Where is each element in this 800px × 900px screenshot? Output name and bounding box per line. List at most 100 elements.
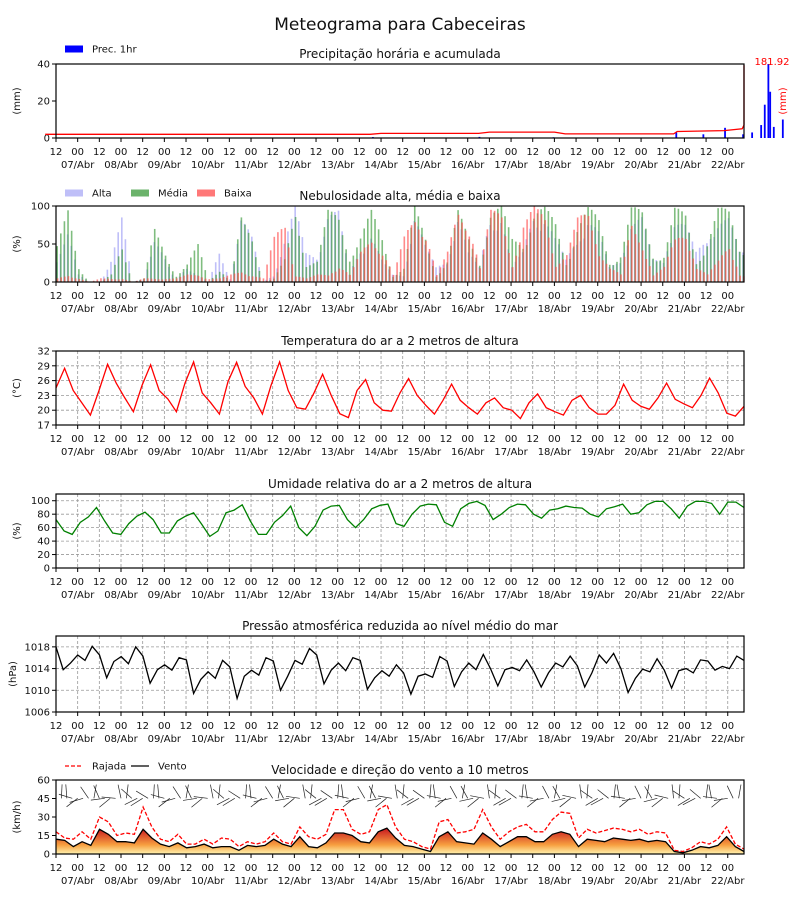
x-date-label: 09/Abr <box>148 447 182 458</box>
x-tick-label: 12 <box>700 721 713 732</box>
x-date-label: 21/Abr <box>668 160 702 171</box>
cloud-bar-baixa <box>302 277 304 282</box>
cloud-bar-baixa <box>454 224 456 282</box>
y-tick-label: 20 <box>37 550 50 561</box>
wind-direction-arrow <box>498 798 512 806</box>
cloud-bar-baixa <box>407 230 409 282</box>
x-tick-label: 12 <box>570 577 583 588</box>
cloud-bar-baixa <box>269 250 272 282</box>
cloud-bar-baixa <box>612 270 615 282</box>
cloud-bar-baixa <box>515 255 518 282</box>
x-tick-label: 12 <box>50 577 63 588</box>
cloud-bar-baixa <box>56 278 59 282</box>
x-tick-label: 12 <box>136 577 149 588</box>
y-tick-label: 23 <box>37 391 50 402</box>
cloud-bar-media <box>161 246 163 282</box>
cloud-bar-baixa <box>446 251 449 282</box>
x-date-label: 19/Abr <box>581 304 615 315</box>
x-date-label: 12/Abr <box>278 590 312 601</box>
x-tick-label: 12 <box>136 147 149 158</box>
wind-direction-arrow <box>426 795 441 799</box>
x-date-label: 21/Abr <box>668 590 702 601</box>
x-date-label: 20/Abr <box>624 734 658 745</box>
x-tick-label: 00 <box>375 291 388 302</box>
x-tick-label: 00 <box>245 863 258 874</box>
cloud-bar-baixa <box>324 275 326 282</box>
cloud-bar-media <box>348 261 351 282</box>
x-date-label: 21/Abr <box>668 447 702 458</box>
legend-label: Rajada <box>92 762 126 773</box>
wind-direction-arrow <box>117 784 122 799</box>
cloud-bar-media <box>157 237 160 282</box>
x-tick-label: 12 <box>396 434 409 445</box>
x-tick-label: 12 <box>136 291 149 302</box>
x-date-label: 18/Abr <box>538 590 572 601</box>
y-axis-label: (km/h) <box>12 800 23 833</box>
cloud-bar-baixa <box>569 242 572 282</box>
x-date-label: 20/Abr <box>624 447 658 458</box>
wind-direction-arrow <box>518 795 533 799</box>
y-tick-label: 15 <box>37 831 50 842</box>
wind-direction-arrow <box>250 798 263 808</box>
cloud-bar-baixa <box>219 278 221 282</box>
y-tick-label: 40 <box>37 60 50 71</box>
cloud-bar-media <box>294 217 297 282</box>
x-tick-label: 00 <box>505 863 518 874</box>
cloud-bar-baixa <box>78 279 81 282</box>
cloud-bar-baixa <box>233 273 236 282</box>
cloud-bar-alta <box>124 239 127 282</box>
x-tick-label: 00 <box>635 577 648 588</box>
x-tick-label: 00 <box>505 721 518 732</box>
x-date-label: 20/Abr <box>624 876 658 887</box>
cloud-bar-media <box>298 235 300 282</box>
wind-direction-arrow <box>396 789 409 799</box>
x-date-label: 17/Abr <box>494 734 528 745</box>
x-tick-label: 00 <box>288 577 301 588</box>
y-tick-label: 0 <box>44 278 50 289</box>
x-date-label: 08/Abr <box>104 447 138 458</box>
cloud-bar-media <box>204 270 207 282</box>
cloud-bar-baixa <box>504 236 507 282</box>
cloud-bar-media <box>720 207 723 282</box>
x-tick-label: 00 <box>158 291 171 302</box>
x-tick-label: 12 <box>310 291 323 302</box>
cloud-bar-media <box>146 262 149 282</box>
cloud-bar-baixa <box>544 220 546 282</box>
wind-direction-arrow <box>210 784 214 799</box>
x-tick-label: 12 <box>440 577 453 588</box>
cloud-bar-media <box>738 251 741 282</box>
plot-frame <box>55 350 745 426</box>
wind-direction-arrow <box>228 790 241 799</box>
legend-label: Vento <box>158 762 187 773</box>
cloud-bar-baixa <box>584 214 586 282</box>
cloud-bar-media <box>735 238 737 282</box>
cloud-bar-baixa <box>118 279 120 282</box>
x-tick-label: 00 <box>591 577 604 588</box>
wind-direction-arrow <box>310 784 313 799</box>
cloud-bar-media <box>645 228 647 282</box>
precipitation-panel: Precipitação horária e acumulada (mm) 0 20 4… <box>12 45 790 172</box>
x-tick-label: 12 <box>93 577 106 588</box>
cloud-bar-media <box>63 221 66 282</box>
x-date-label: 13/Abr <box>321 876 355 887</box>
x-date-label: 11/Abr <box>234 304 268 315</box>
cloud-bar-media <box>724 208 727 282</box>
x-tick-label: 12 <box>180 577 193 588</box>
cloud-bar-baixa <box>732 259 734 282</box>
cloud-bar-baixa <box>334 271 337 282</box>
wind-direction-arrow <box>437 797 452 802</box>
wind-direction-arrow <box>402 784 405 799</box>
wind-direction-arrow <box>275 797 290 802</box>
x-tick-label: 12 <box>180 147 193 158</box>
y-tick-label: 1010 <box>25 686 50 697</box>
wind-direction-arrow <box>185 784 189 799</box>
x-tick-label: 12 <box>50 434 63 445</box>
precip-bar <box>675 132 678 138</box>
x-tick-label: 12 <box>136 863 149 874</box>
x-tick-label: 00 <box>201 291 214 302</box>
cloud-bar-baixa <box>266 264 268 282</box>
y-tick-label: 40 <box>37 537 50 548</box>
wind-direction-arrow <box>369 784 373 799</box>
x-date-label: 07/Abr <box>61 876 95 887</box>
x-tick-label: 00 <box>418 721 431 732</box>
